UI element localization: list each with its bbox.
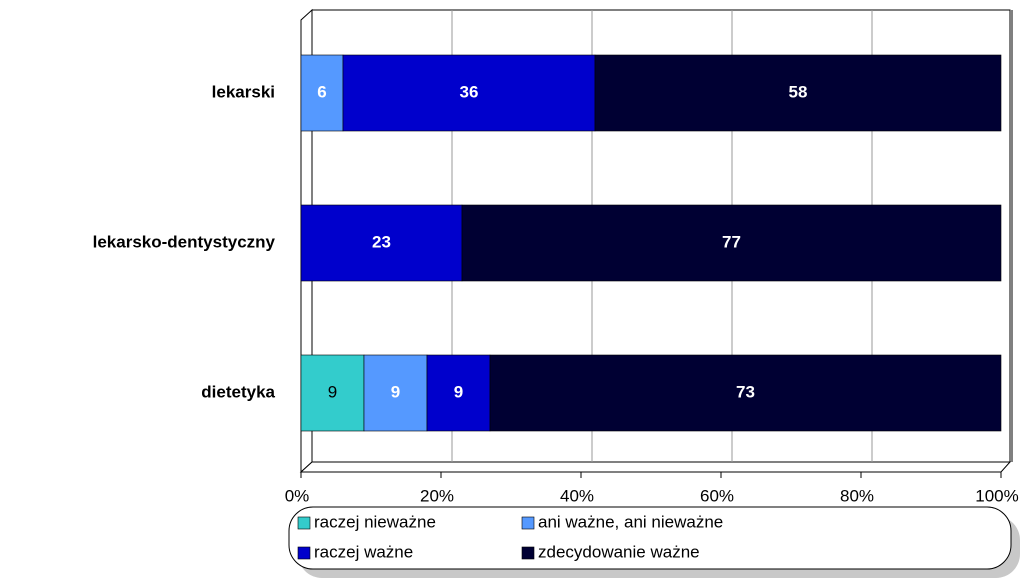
bar-segment [342,54,596,132]
data-label: 73 [736,382,755,401]
data-label: 9 [454,382,463,401]
legend [288,506,1012,570]
category-label: dietetyka [201,382,275,401]
bar-segment [594,54,1002,132]
floor [299,461,1012,473]
x-tick-label: 60% [700,486,734,505]
category-label: lekarsko-dentystyczny [93,232,276,251]
data-label: 9 [391,382,400,401]
legend-label: zdecydowanie ważne [538,542,700,561]
legend-swatch [297,516,311,530]
data-label: 77 [722,232,741,251]
data-label: 9 [328,382,337,401]
legend-swatch [297,546,311,560]
legend-label: ani ważne, ani nieważne [538,512,723,531]
data-label: 6 [317,82,326,101]
bar-segment [363,354,428,432]
data-label: 36 [460,82,479,101]
bar-segment [300,54,344,132]
data-label: 58 [789,82,808,101]
bar-segment [300,204,463,282]
legend-label: raczej nieważne [314,512,436,531]
legend-swatch [521,516,535,530]
category-label: lekarski [212,82,275,101]
x-tick-label: 20% [420,486,454,505]
data-label: 23 [372,232,391,251]
x-tick-label: 100% [975,486,1018,505]
x-tick-label: 80% [840,486,874,505]
bar-segment [489,354,1002,432]
bar-segment [461,204,1002,282]
x-tick-label: 40% [560,486,594,505]
legend-swatch [521,546,535,560]
legend-label: raczej ważne [314,542,413,561]
bar-segment [426,354,491,432]
x-tick-label: 0% [285,486,310,505]
